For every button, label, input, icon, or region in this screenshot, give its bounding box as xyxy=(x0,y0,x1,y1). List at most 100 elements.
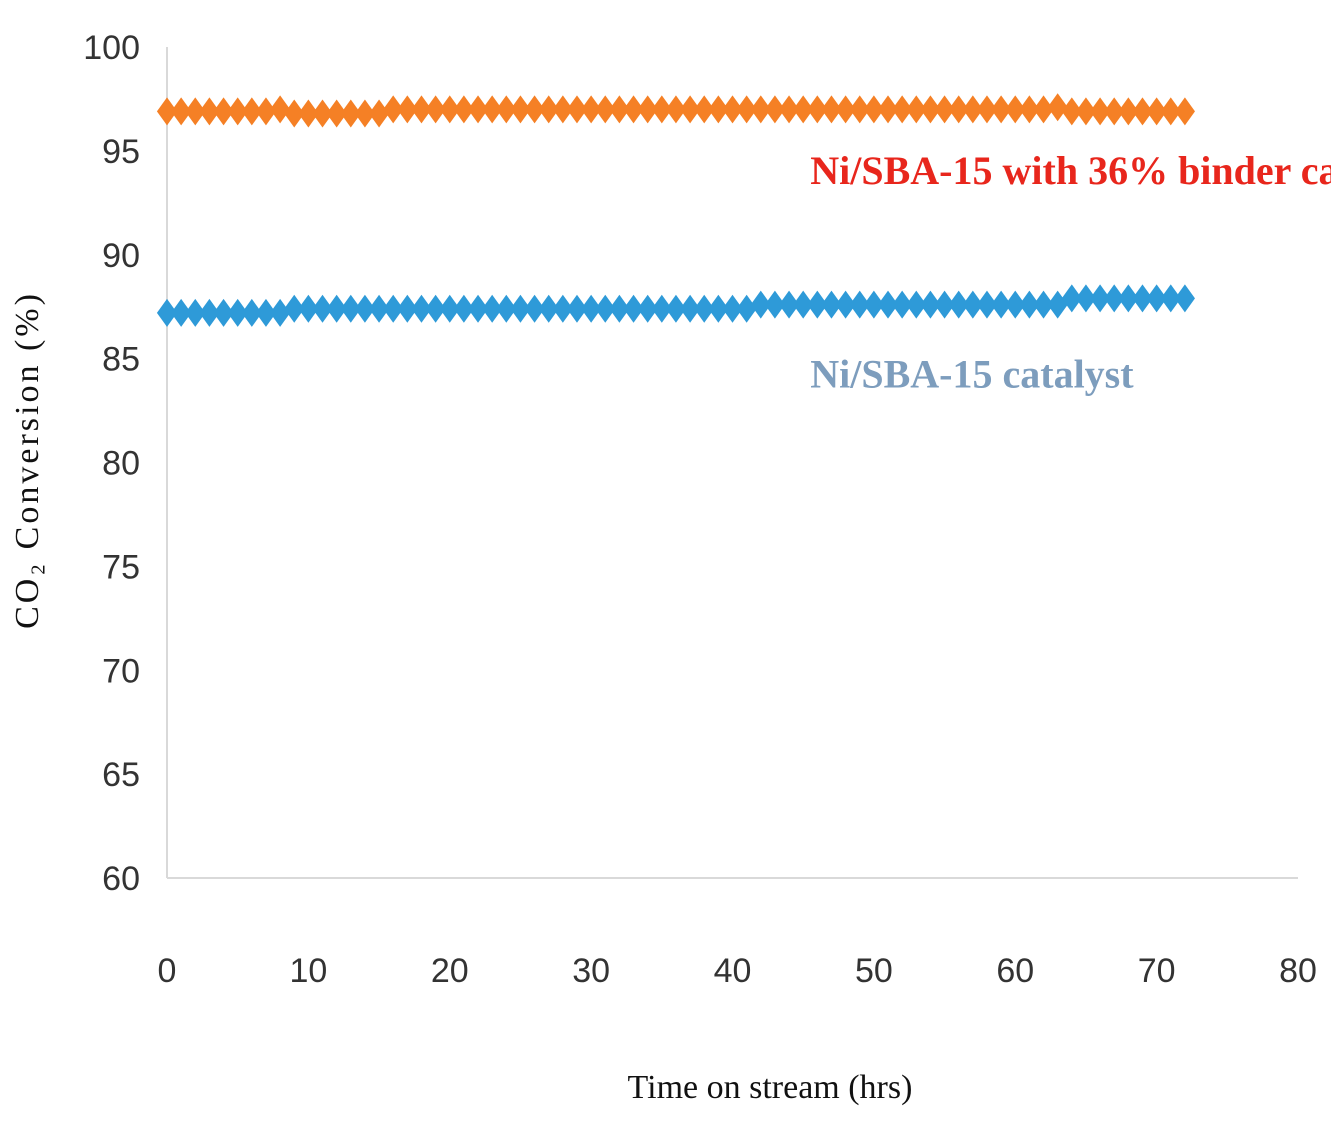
data-point xyxy=(326,294,347,323)
data-point xyxy=(255,298,277,327)
y-axis-title: CO₂ Conversion (%) xyxy=(9,291,46,629)
data-point xyxy=(920,290,941,319)
data-point xyxy=(793,290,814,319)
data-point xyxy=(496,294,517,323)
data-point xyxy=(482,294,503,323)
data-point xyxy=(397,95,418,124)
data-point xyxy=(185,97,206,126)
data-point xyxy=(595,294,616,323)
data-point xyxy=(651,294,672,323)
data-point xyxy=(552,294,573,323)
x-tick-label: 30 xyxy=(572,952,610,990)
data-point xyxy=(496,95,517,124)
data-point xyxy=(241,298,262,327)
data-point xyxy=(411,95,432,124)
data-point xyxy=(637,294,658,323)
data-point xyxy=(213,298,234,327)
data-point xyxy=(736,294,757,323)
data-point xyxy=(397,294,418,323)
data-point xyxy=(171,97,192,126)
data-point xyxy=(778,290,800,319)
data-point xyxy=(1104,284,1125,313)
data-point xyxy=(510,95,531,124)
data-point xyxy=(227,298,248,327)
x-tick-label: 50 xyxy=(855,952,893,990)
data-point xyxy=(750,95,771,124)
data-point xyxy=(609,294,630,323)
data-point xyxy=(849,290,870,319)
data-point xyxy=(156,298,178,327)
data-point xyxy=(354,99,376,128)
data-point xyxy=(680,95,701,124)
y-tick-label: 75 xyxy=(102,548,140,586)
data-point xyxy=(383,95,404,124)
data-point xyxy=(906,290,927,319)
data-point xyxy=(255,97,277,126)
data-point xyxy=(156,97,178,126)
data-point xyxy=(1061,284,1082,313)
data-point xyxy=(298,99,319,128)
data-point xyxy=(270,95,291,124)
data-point xyxy=(1160,97,1181,126)
data-point xyxy=(1118,97,1139,126)
data-point xyxy=(326,99,347,128)
data-point xyxy=(340,294,361,323)
data-point xyxy=(354,294,376,323)
y-tick-label: 60 xyxy=(102,860,140,898)
data-point xyxy=(1118,284,1139,313)
data-point xyxy=(199,97,220,126)
data-point xyxy=(1019,290,1040,319)
data-point xyxy=(750,290,771,319)
data-point xyxy=(199,298,220,327)
annotation-layer: Ni/SBA-15 with 36% binder catalyst Ni/SBA… xyxy=(810,148,1331,397)
data-point xyxy=(991,290,1012,319)
data-point xyxy=(821,95,842,124)
data-point xyxy=(651,95,672,124)
y-tick-label: 70 xyxy=(102,652,140,690)
y-tick-label: 65 xyxy=(102,756,140,794)
y-tick-label: 100 xyxy=(83,29,140,67)
data-point xyxy=(637,95,658,124)
data-point xyxy=(764,290,785,319)
data-point xyxy=(920,95,941,124)
data-point xyxy=(680,294,701,323)
data-point xyxy=(849,95,870,124)
series-1 xyxy=(156,284,1195,327)
data-point xyxy=(284,99,305,128)
data-point xyxy=(566,294,588,323)
data-point xyxy=(1160,284,1181,313)
data-point xyxy=(552,95,573,124)
data-point xyxy=(1075,97,1097,126)
data-point xyxy=(1033,95,1054,124)
data-point xyxy=(1047,93,1068,122)
x-tick-label: 40 xyxy=(714,952,752,990)
data-point xyxy=(482,95,503,124)
data-point xyxy=(566,95,588,124)
y-tick-label: 90 xyxy=(102,237,140,275)
data-point xyxy=(976,290,998,319)
series-0 xyxy=(156,93,1195,128)
data-point xyxy=(368,294,390,323)
data-point xyxy=(694,95,715,124)
data-point xyxy=(948,290,969,319)
x-tick-label: 60 xyxy=(996,952,1034,990)
data-point xyxy=(1089,97,1111,126)
data-point xyxy=(538,95,559,124)
data-point xyxy=(892,95,913,124)
data-point xyxy=(807,95,828,124)
y-tick-label: 80 xyxy=(102,445,140,483)
data-point xyxy=(623,95,644,124)
data-point xyxy=(708,294,729,323)
axes xyxy=(166,47,1298,879)
data-point xyxy=(764,95,785,124)
data-point xyxy=(340,99,361,128)
data-point xyxy=(623,294,644,323)
data-point xyxy=(312,99,333,128)
x-tick-label: 70 xyxy=(1138,952,1176,990)
data-point xyxy=(976,95,998,124)
data-point xyxy=(581,95,602,124)
data-point xyxy=(524,294,545,323)
data-point xyxy=(665,294,687,323)
data-point xyxy=(1104,97,1125,126)
data-point xyxy=(185,298,206,327)
